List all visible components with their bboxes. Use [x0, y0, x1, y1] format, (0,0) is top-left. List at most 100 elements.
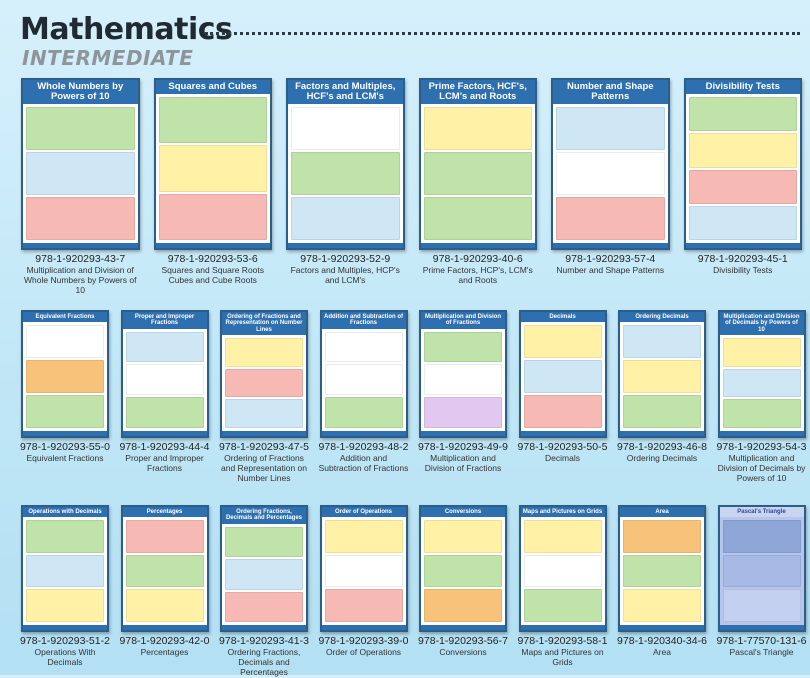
- poster-section: [324, 554, 403, 588]
- product-item[interactable]: Pascal's Triangle 978-1-77570-131-6 Pascal…: [717, 505, 807, 678]
- poster-content: [288, 104, 403, 243]
- poster-section: [26, 106, 135, 150]
- isbn: 978-1-920293-48-2: [318, 441, 409, 453]
- poster-thumbnail[interactable]: Multiplication and Division of Decimals …: [717, 310, 806, 438]
- product-caption: Pascal's Triangle: [729, 647, 794, 657]
- poster-section: [688, 205, 797, 241]
- poster-thumbnail[interactable]: Whole Numbers by Powers of 10: [21, 78, 140, 250]
- poster-footer: [719, 625, 804, 630]
- product-item[interactable]: Conversions 978-1-920293-56-7 Conversions: [418, 505, 508, 678]
- product-item[interactable]: Multiplication and Division of Fractions…: [418, 310, 508, 484]
- product-item[interactable]: Ordering Decimals 978-1-920293-46-8 Orderi…: [617, 310, 707, 484]
- poster-section: [26, 520, 104, 553]
- product-item[interactable]: Number and Shape Patterns 978-1-920293-57…: [550, 78, 671, 296]
- poster-title: Percentages: [122, 507, 207, 518]
- product-item[interactable]: Squares and Cubes 978-1-920293-53-6 Square…: [153, 78, 274, 296]
- product-item[interactable]: Whole Numbers by Powers of 10 978-1-92029…: [20, 78, 141, 296]
- poster-thumbnail[interactable]: Area: [618, 505, 706, 632]
- isbn: 978-1-920293-56-7: [418, 635, 508, 647]
- poster-content: [620, 517, 704, 625]
- poster-thumbnail[interactable]: Ordering Fractions, Decimals and Percent…: [220, 505, 308, 632]
- poster-thumbnail[interactable]: Squares and Cubes: [153, 78, 272, 250]
- poster-section: [291, 106, 400, 150]
- product-item[interactable]: Addition and Subtraction of Fractions 978…: [319, 310, 409, 484]
- product-item[interactable]: Ordering Fractions, Decimals and Percent…: [219, 505, 309, 678]
- poster-section: [623, 589, 701, 622]
- product-caption: Area: [653, 647, 671, 657]
- product-item[interactable]: Area 978-1-920340-34-6 Area: [617, 505, 707, 678]
- isbn: 978-1-920293-58-1: [517, 635, 608, 647]
- poster-thumbnail[interactable]: Ordering of Fractions and Representation…: [220, 310, 308, 438]
- product-caption: Percentages: [140, 647, 189, 657]
- poster-content: [322, 329, 406, 431]
- poster-title: Prime Factors, HCF's, LCM's and Roots: [420, 80, 535, 104]
- product-item[interactable]: Maps and Pictures on Grids 978-1-920293-5…: [518, 505, 608, 678]
- poster-footer: [23, 431, 107, 436]
- poster-footer: [520, 625, 605, 630]
- product-item[interactable]: Order of Operations 978-1-920293-39-0 Orde…: [319, 505, 409, 678]
- product-caption: Prime Factors, HCP's, LCM's and Roots: [422, 265, 533, 286]
- product-caption: Squares and Square Roots Cubes and Cube …: [161, 265, 265, 286]
- product-item[interactable]: Divisibility Tests 978-1-920293-45-1 Divis…: [683, 78, 804, 296]
- poster-thumbnail[interactable]: Conversions: [419, 505, 507, 632]
- product-caption: Divisibility Tests: [713, 265, 773, 275]
- poster-section: [556, 196, 665, 240]
- poster-section: [26, 395, 104, 429]
- product-caption: Addition and Subtraction of Fractions: [318, 453, 409, 474]
- poster-section: [125, 397, 204, 428]
- poster-thumbnail[interactable]: Percentages: [120, 505, 209, 632]
- product-item[interactable]: Proper and Improper Fractions 978-1-92029…: [120, 310, 210, 484]
- poster-title: Multiplication and Division of Fractions: [421, 312, 505, 329]
- poster-thumbnail[interactable]: Number and Shape Patterns: [551, 78, 670, 250]
- product-item[interactable]: Equivalent Fractions 978-1-920293-55-0 Equ…: [20, 310, 110, 484]
- poster-section: [26, 196, 135, 240]
- poster-section: [623, 360, 701, 394]
- poster-thumbnail[interactable]: Divisibility Tests: [683, 78, 802, 250]
- product-item[interactable]: Percentages 978-1-920293-42-0 Percentages: [120, 505, 210, 678]
- poster-content: [686, 94, 801, 243]
- poster-thumbnail[interactable]: Proper and Improper Fractions: [120, 310, 209, 438]
- poster-section: [523, 395, 602, 429]
- poster-thumbnail[interactable]: Decimals: [518, 310, 607, 438]
- product-caption: Operations With Decimals: [34, 647, 96, 668]
- poster-title: Squares and Cubes: [155, 80, 270, 94]
- poster-section: [158, 145, 267, 192]
- poster-section: [523, 325, 602, 359]
- poster-thumbnail[interactable]: Prime Factors, HCF's, LCM's and Roots: [418, 78, 537, 250]
- product-item[interactable]: Ordering of Fractions and Representation…: [219, 310, 309, 484]
- poster-thumbnail[interactable]: Factors and Multiples, HCF's and LCM's: [286, 78, 405, 250]
- poster-title: Whole Numbers by Powers of 10: [23, 80, 138, 104]
- poster-content: [620, 322, 704, 431]
- poster-title: Operations with Decimals: [23, 507, 107, 518]
- poster-row-2: Equivalent Fractions 978-1-920293-55-0 Equ…: [20, 310, 807, 484]
- poster-thumbnail[interactable]: Order of Operations: [319, 505, 408, 632]
- poster-footer: [23, 243, 138, 248]
- poster-content: [123, 329, 207, 431]
- poster-section: [623, 554, 701, 588]
- poster-section: [125, 554, 204, 588]
- poster-thumbnail[interactable]: Multiplication and Division of Fractions: [419, 310, 507, 438]
- poster-section: [424, 520, 502, 553]
- poster-thumbnail[interactable]: Maps and Pictures on Grids: [518, 505, 607, 632]
- poster-thumbnail[interactable]: Ordering Decimals: [618, 310, 706, 438]
- poster-section: [26, 360, 104, 394]
- product-item[interactable]: Operations with Decimals 978-1-920293-51-…: [20, 505, 110, 678]
- product-item[interactable]: Factors and Multiples, HCF's and LCM's 97…: [285, 78, 406, 296]
- poster-thumbnail[interactable]: Equivalent Fractions: [21, 310, 109, 438]
- product-caption: Equivalent Fractions: [26, 453, 104, 463]
- poster-section: [424, 397, 502, 428]
- poster-section: [722, 520, 801, 553]
- product-item[interactable]: Prime Factors, HCF's, LCM's and Roots 978…: [418, 78, 539, 296]
- poster-section: [722, 337, 801, 367]
- poster-thumbnail[interactable]: Pascal's Triangle: [717, 505, 806, 632]
- poster-content: [521, 322, 605, 431]
- poster-section: [523, 360, 602, 394]
- product-item[interactable]: Multiplication and Division of Decimals …: [717, 310, 807, 484]
- dotted-divider: [205, 32, 800, 35]
- poster-footer: [421, 625, 505, 630]
- poster-thumbnail[interactable]: Operations with Decimals: [21, 505, 109, 632]
- product-item[interactable]: Decimals 978-1-920293-50-5 Decimals: [518, 310, 608, 484]
- poster-content: [23, 517, 107, 625]
- poster-thumbnail[interactable]: Addition and Subtraction of Fractions: [319, 310, 408, 438]
- product-caption: Multiplication and Division of Decimals …: [717, 453, 806, 484]
